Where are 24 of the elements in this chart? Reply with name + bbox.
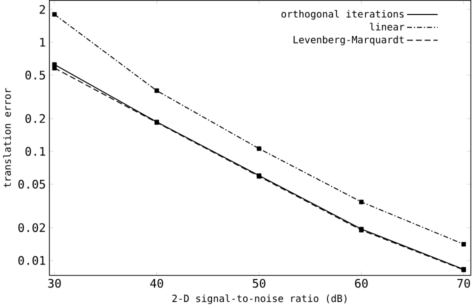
point (461, 242, 466, 246)
point (52, 12, 57, 17)
y-tick-label: 2 (40, 4, 45, 14)
x-tick-label: 30 (48, 278, 61, 288)
x-axis-title: 2-D signal-to-noise ratio (dB) (172, 294, 346, 304)
legend-label: Levenberg-Marquardt (294, 36, 404, 46)
x-tick-label: 50 (252, 278, 266, 288)
x-tick-label: 70 (457, 278, 470, 288)
x-tick-label: 40 (150, 278, 164, 288)
legend-label: linear (370, 22, 404, 30)
y-tick-label: 0.05 (18, 180, 45, 189)
y-tick-label: 1 (40, 38, 46, 46)
y-tick-label: 0.01 (18, 256, 46, 265)
y-tick-label: 0.5 (25, 70, 45, 80)
point (154, 88, 160, 93)
point (52, 66, 57, 70)
point (256, 146, 262, 151)
y-axis-title: translation error (3, 88, 11, 188)
x-tick-label: 60 (355, 278, 368, 288)
legend-label: orthogonal iterations (282, 10, 404, 20)
y-tick-label: 0.2 (25, 114, 45, 123)
y-tick-label: 0.1 (25, 146, 46, 156)
y-tick-label: 0.02 (18, 223, 45, 232)
point (359, 200, 364, 204)
